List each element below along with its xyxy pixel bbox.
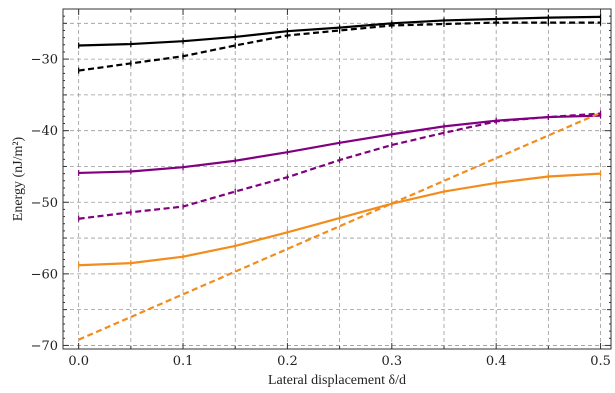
series-line-2 — [78, 21, 601, 72]
x-tick-label: 0.1 — [173, 354, 194, 369]
x-tick-label: 0.4 — [486, 354, 507, 369]
x-tick-label: 0.0 — [68, 354, 89, 369]
x-axis-title: Lateral displacement δ/d — [268, 373, 406, 388]
y-tick-label: −40 — [31, 124, 58, 139]
y-tick-label: −50 — [31, 196, 58, 211]
x-tick-label: 0.3 — [381, 354, 402, 369]
y-axis-title: Energy (nJ/m²) — [11, 136, 26, 221]
y-tick-label: −30 — [31, 53, 58, 68]
x-tick-label: 0.5 — [590, 354, 611, 369]
series-layer — [78, 13, 602, 341]
tick-layer: 0.0 0.1 0.2 0.3 0.4 0.5 −30 −40 −50 −60 −70 — [31, 9, 611, 369]
y-tick-label: −70 — [31, 339, 58, 354]
x-tick-label: 0.2 — [277, 354, 298, 369]
y-tick-label: −60 — [31, 267, 58, 282]
grid-layer — [63, 9, 611, 349]
plot-frame — [62, 8, 612, 350]
